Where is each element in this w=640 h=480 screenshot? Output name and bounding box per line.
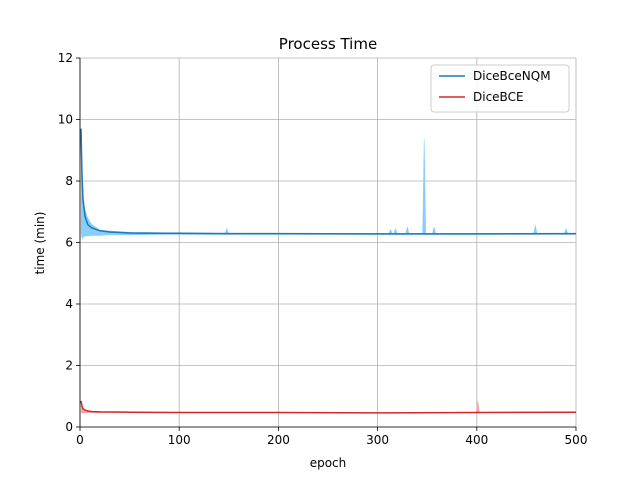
y-tick-label: 10 <box>58 113 73 127</box>
series-0-line <box>80 128 577 235</box>
series-lines <box>80 128 577 414</box>
y-tick-label: 12 <box>58 51 73 65</box>
legend: DiceBceNQM DiceBCE <box>430 64 570 113</box>
grid-lines <box>79 57 577 428</box>
legend-label-0: DiceBceNQM <box>473 69 551 83</box>
y-tick-label: 8 <box>65 174 73 188</box>
x-tick-label: 200 <box>267 433 290 447</box>
series-0-spike <box>422 139 427 234</box>
series-0-spike <box>432 227 436 234</box>
x-tick-label: 400 <box>465 433 488 447</box>
legend-box <box>430 64 570 113</box>
x-tick-label: 100 <box>168 433 191 447</box>
series-0-spike <box>388 228 393 234</box>
tick-labels: 0 100 200 300 400 500 0 2 4 6 8 10 12 <box>58 51 588 447</box>
y-tick-label: 2 <box>65 359 73 373</box>
y-tick-label: 6 <box>65 236 73 250</box>
x-tick-label: 300 <box>366 433 389 447</box>
x-tick-label: 500 <box>565 433 588 447</box>
axes <box>76 57 577 431</box>
x-tick-label: 0 <box>76 433 84 447</box>
y-tick-label: 4 <box>65 297 73 311</box>
legend-label-1: DiceBCE <box>473 90 524 104</box>
series-1-line <box>80 400 577 414</box>
chart-title: Process Time <box>279 35 377 53</box>
y-axis-label: time (min) <box>33 212 47 275</box>
y-tick-label: 0 <box>65 420 73 434</box>
series-0-spike <box>393 227 398 234</box>
x-axis-label: epoch <box>310 456 347 470</box>
series-0-spike <box>405 227 410 234</box>
